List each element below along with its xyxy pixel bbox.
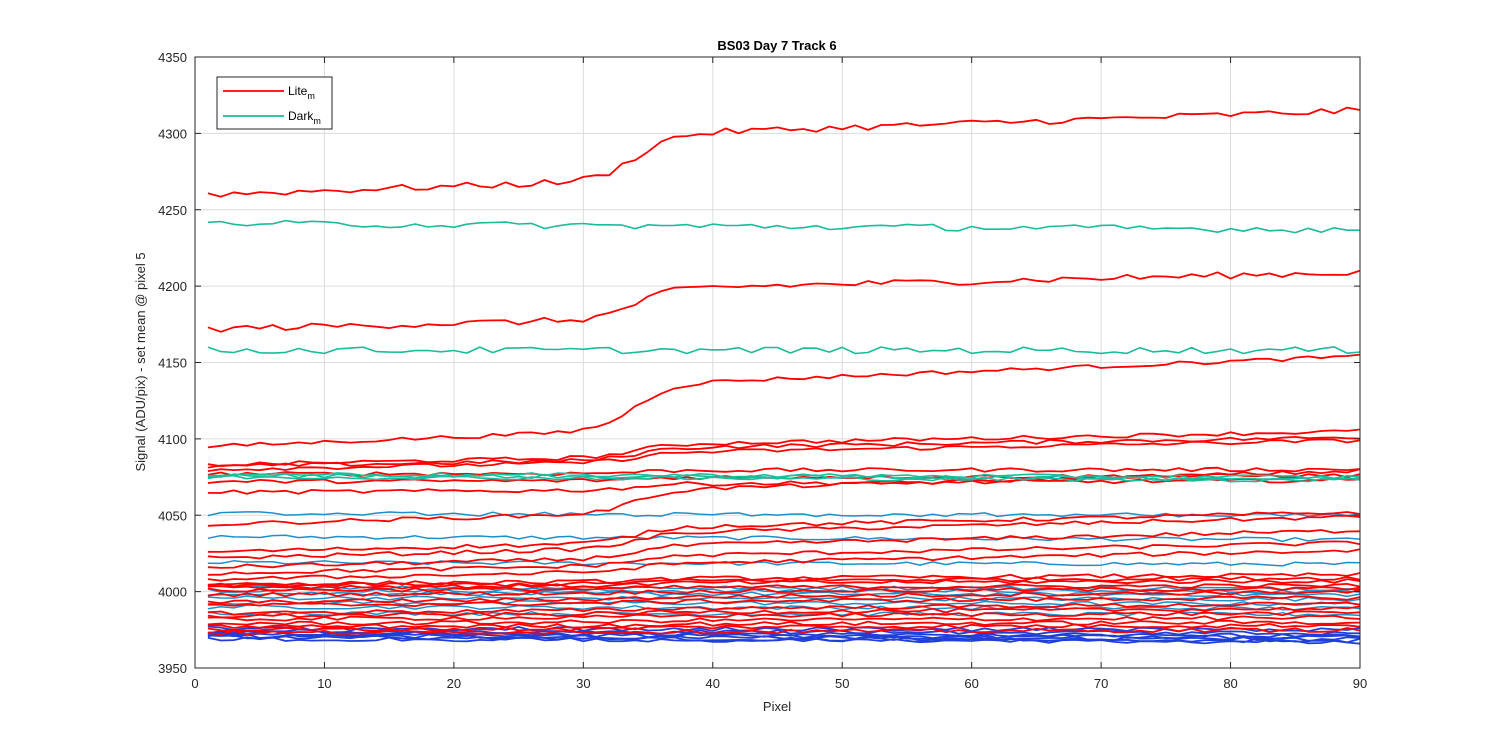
y-tick-label: 4350 [158,50,187,65]
y-tick-label: 4100 [158,432,187,447]
x-tick-label: 80 [1223,676,1237,691]
y-tick-label: 4050 [158,508,187,523]
y-tick-label: 4200 [158,279,187,294]
x-tick-label: 20 [447,676,461,691]
series-line-lite [207,605,1361,619]
y-tick-label: 3950 [158,661,187,676]
y-tick-label: 4300 [158,126,187,141]
series-line-lite [207,106,1361,198]
y-axis-label: Signal (ADU/pix) - set mean @ pixel 5 [133,252,148,471]
series-line-lite [207,529,1361,569]
series-line-low [207,636,1361,645]
series-line-lite [207,583,1361,593]
x-tick-label: 30 [576,676,590,691]
x-tick-label: 10 [317,676,331,691]
series-layer [207,106,1361,645]
y-tick-label: 4150 [158,356,187,371]
series-line-lite [207,578,1361,590]
y-tick-label: 4000 [158,585,187,600]
x-tick-label: 40 [706,676,720,691]
series-line-lite [207,627,1361,636]
series-line-lite [207,540,1361,576]
y-tick-label: 4250 [158,203,187,218]
series-line-lite [207,588,1361,605]
x-tick-label: 90 [1353,676,1367,691]
series-line-lite [207,438,1361,472]
legend-dark-sub: m [313,116,321,126]
series-line-dark [207,219,1360,234]
series-line-mid [207,534,1361,543]
legend-label-lite: Litem [288,84,315,101]
series-line-lite [207,615,1361,626]
series-line-lite [207,514,1361,560]
legend-lite-base: Lite [288,84,308,98]
series-line-lite [207,610,1361,622]
series-line-lite [207,601,1361,616]
series-line-lite [207,435,1361,469]
series-line-mid [207,590,1361,598]
series-line-lite [207,511,1361,553]
series-line-lite [207,586,1361,598]
x-tick-label: 0 [191,676,198,691]
series-line-lite [207,428,1361,468]
series-line-lite [207,619,1361,629]
x-tick-label: 50 [835,676,849,691]
series-line-lite [207,548,1361,582]
series-line-lite [207,595,1361,607]
series-line-dark [207,346,1361,355]
x-axis: 0 10 20 30 40 50 60 70 80 90 [191,57,1367,691]
x-tick-label: 60 [964,676,978,691]
series-line-lite [207,466,1361,477]
y-axis: 3950 4000 4050 4100 4150 4200 4250 4300 4350 [158,50,1360,676]
legend-dark-base: Dark [288,109,314,123]
x-axis-label: Pixel [763,699,791,714]
legend-label-dark: Darkm [288,109,321,126]
series-line-mid [207,599,1361,607]
series-line-dark [207,474,1361,483]
x-tick-label: 70 [1094,676,1108,691]
series-line-lite [207,269,1361,333]
series-line-mid [207,584,1361,592]
chart-title: BS03 Day 7 Track 6 [717,38,836,53]
series-line-lite [207,353,1361,449]
legend-box [216,76,333,130]
legend-lite-sub: m [307,91,315,101]
legend: Litem Darkm [216,76,333,130]
